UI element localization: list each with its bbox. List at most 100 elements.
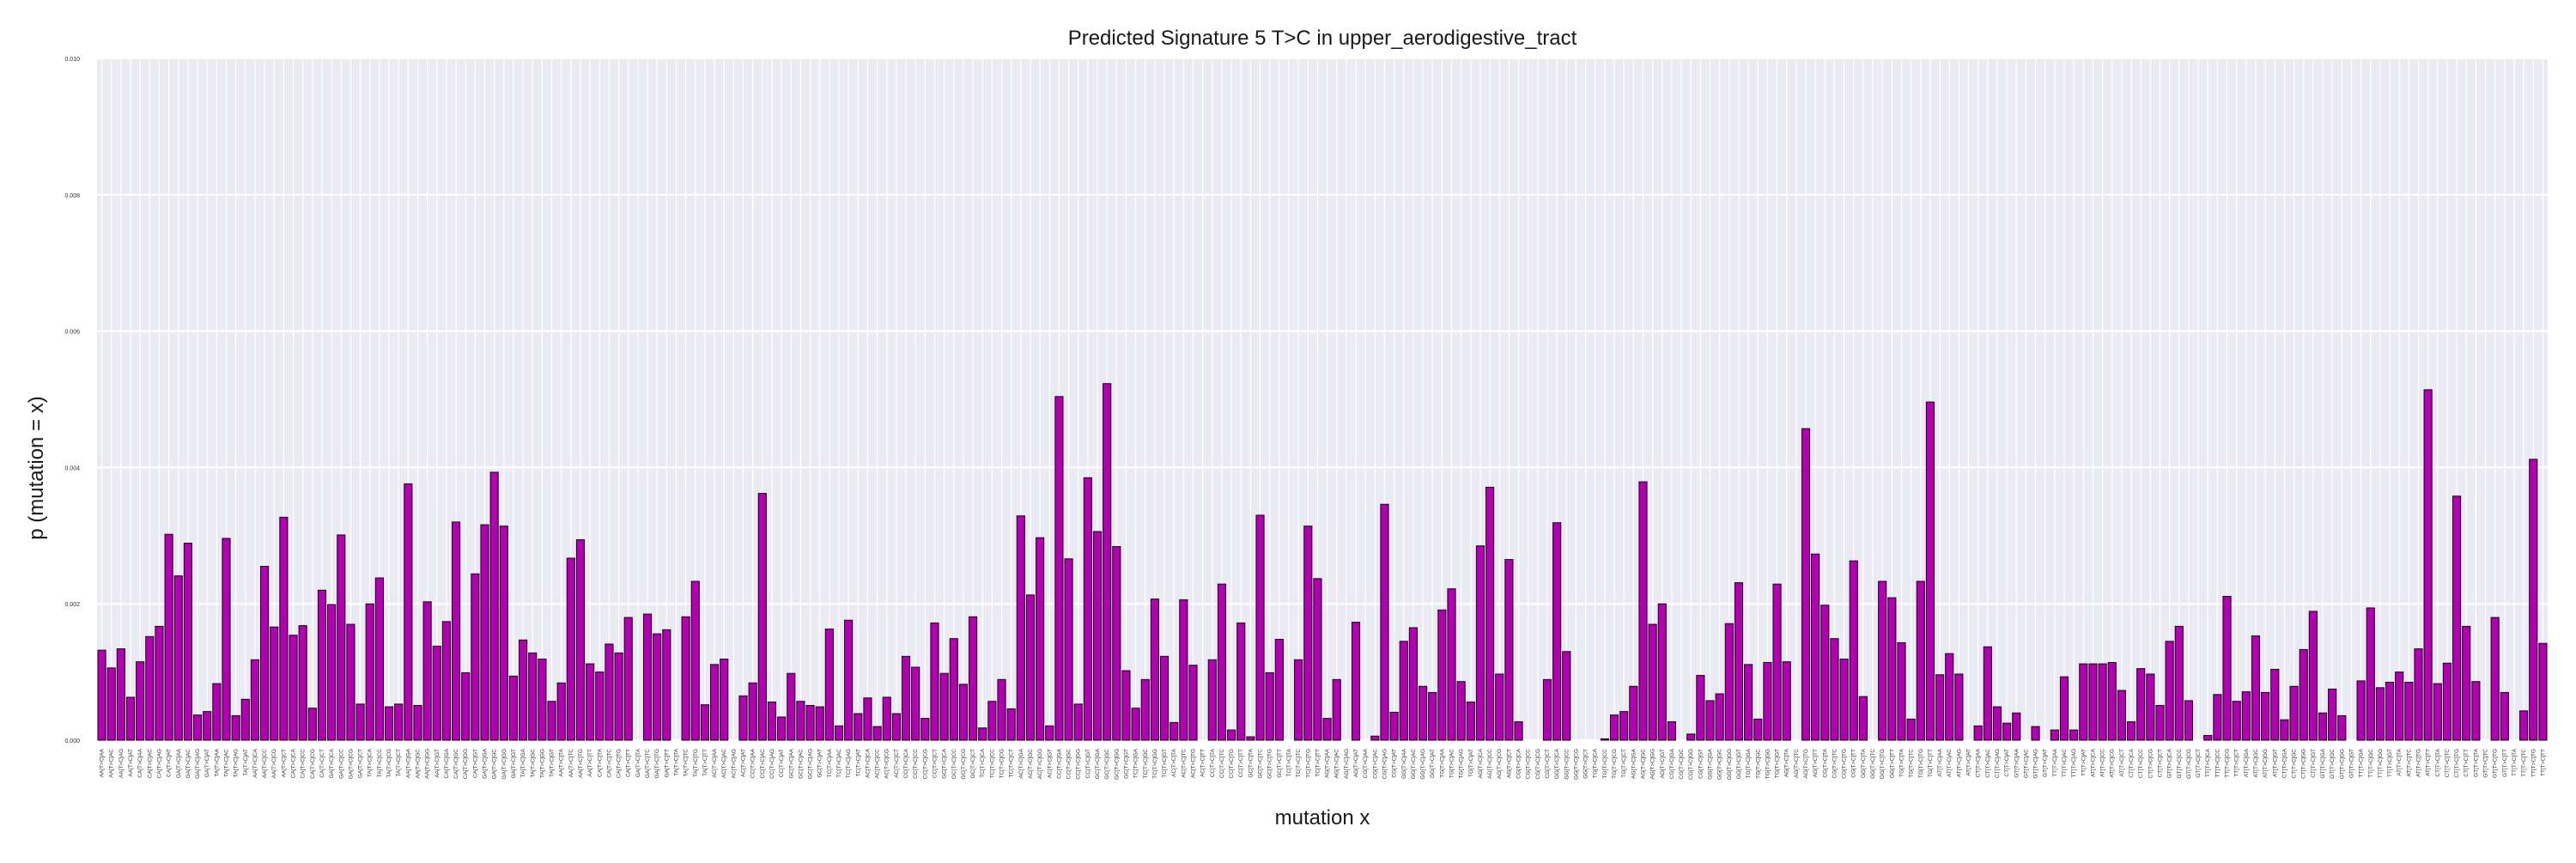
x-tick-label: AC[T>C]TG: [1190, 749, 1196, 778]
x-tick-label: GC[T>C]AT: [817, 749, 823, 778]
bar: [1906, 718, 1916, 741]
bar: [1159, 655, 1170, 741]
bar: [2289, 685, 2299, 741]
x-tick-label: CC[T>C]GA: [1056, 748, 1062, 779]
x-tick-label: AA[T>C]TT: [587, 749, 593, 777]
bar: [2471, 681, 2481, 741]
x-tick-label: CG[T>C]TT: [1851, 749, 1857, 778]
bar: [872, 726, 882, 741]
x-tick-label: CT[T>C]GG: [2301, 749, 2307, 779]
bar: [1437, 609, 1447, 741]
x-tick-label: CT[T>C]TA: [2435, 748, 2441, 776]
x-tick-label: GC[T>C]AC: [798, 749, 804, 779]
x-tick-label: CG[T>C]GG: [1688, 749, 1694, 780]
bar: [1036, 537, 1045, 741]
x-tick-label: TC[T>C]TT: [1315, 749, 1321, 777]
bar: [700, 704, 709, 741]
x-tick-label: AT[T>C]AC: [1947, 749, 1953, 777]
x-tick-label: AG[T>C]GT: [1660, 749, 1666, 779]
bar: [824, 629, 834, 741]
bar: [1466, 702, 1475, 741]
x-tick-label: AC[T>C]GA: [1018, 748, 1024, 778]
x-tick-label: TC[T>C]GA: [1133, 748, 1139, 778]
bar: [298, 625, 307, 741]
bar: [2308, 611, 2318, 741]
bar: [757, 493, 767, 741]
bar: [2069, 729, 2079, 741]
bar: [528, 652, 538, 741]
bar: [2462, 625, 2471, 741]
bar: [2184, 700, 2194, 741]
x-tick-label: TG[T>C]TA: [1899, 748, 1905, 777]
bar: [1112, 546, 1121, 741]
x-tick-label: AA[T>C]AC: [109, 749, 115, 778]
x-tick-label: AA[T>C]CG: [271, 749, 277, 779]
x-tick-label: GT[T>C]AA: [2014, 748, 2020, 777]
bar: [1150, 599, 1159, 741]
x-tick-label: AG[T>C]TC: [1794, 749, 1800, 778]
bar: [1265, 672, 1274, 741]
x-tick-label: CC[T>C]CT: [932, 749, 938, 778]
bar: [1303, 526, 1313, 741]
x-tick-label: GA[T>C]AT: [204, 749, 210, 777]
bar: [451, 521, 461, 741]
bar: [605, 643, 614, 741]
bar: [125, 696, 136, 741]
x-tick-label: CT[T>C]GC: [2292, 749, 2298, 779]
x-tick-label: CA[T>C]GG: [463, 749, 469, 779]
x-tick-label: GT[T>C]CC: [2177, 749, 2183, 779]
bar: [1227, 729, 1236, 741]
bar: [461, 672, 471, 741]
bar: [355, 703, 365, 741]
bar: [1935, 674, 1945, 741]
bar: [2328, 688, 2337, 741]
bar: [1763, 661, 1772, 741]
bar: [106, 667, 116, 741]
x-tick-label: CA[T>C]AT: [167, 749, 173, 777]
x-tick-label: AA[T>C]TC: [568, 749, 574, 778]
x-tick-label: AT[T>C]TG: [2415, 749, 2421, 777]
x-tick-label: CG[T>C]CA: [1516, 748, 1522, 779]
bar: [2059, 676, 2069, 741]
x-tick-label: GA[T>C]CG: [348, 749, 354, 779]
x-tick-label: CT[T>C]GT: [2311, 749, 2317, 778]
bar: [901, 655, 911, 741]
bar: [1945, 653, 1954, 741]
bar: [844, 619, 854, 741]
x-tick-label: GC[T>C]GC: [1104, 749, 1110, 780]
x-tick-label: CG[T>C]GA: [1669, 748, 1675, 779]
x-tick-label: TG[T>C]CG: [1612, 749, 1618, 779]
x-tick-label: AA[T>C]CT: [281, 749, 287, 777]
bar: [575, 539, 586, 741]
bar: [2126, 721, 2136, 741]
bar: [2241, 691, 2251, 741]
x-tick-label: CG[T>C]AG: [1382, 749, 1388, 779]
bar: [422, 601, 432, 741]
x-tick-label: TC[T>C]TA: [1286, 748, 1292, 776]
bar: [767, 702, 777, 741]
bar: [441, 621, 451, 741]
x-tick-label: CT[T>C]GA: [2281, 748, 2287, 778]
x-tick-label: TG[T>C]AC: [1449, 749, 1455, 778]
x-tick-label: AT[T>C]CT: [2119, 749, 2125, 777]
bar: [547, 701, 556, 741]
bar: [222, 538, 231, 741]
x-tick-label: CT[T>C]TC: [2445, 749, 2451, 778]
x-tick-label: AA[T>C]CA: [252, 748, 258, 777]
x-tick-label: TA[T>C]TC: [683, 749, 690, 777]
x-tick-label: TA[T>C]AA: [214, 748, 220, 776]
bar: [1858, 696, 1868, 741]
bar: [1600, 738, 1609, 741]
x-tick-label: CG[T>C]GC: [1679, 749, 1685, 780]
bar: [1495, 673, 1504, 741]
bar: [307, 708, 317, 741]
x-tick-label: CC[T>C]AG: [769, 749, 775, 779]
x-tick-label: CA[T>C]CA: [291, 748, 297, 778]
bar: [1514, 721, 1523, 741]
x-tick-label: TT[T>C]TA: [2512, 748, 2518, 776]
bar: [1131, 708, 1140, 741]
x-tick-label: TG[T>C]TT: [1928, 749, 1934, 777]
x-tick-label: AC[T>C]GT: [1047, 749, 1053, 778]
bar: [1428, 691, 1437, 741]
x-tick-label: TC[T>C]TG: [1305, 749, 1311, 778]
